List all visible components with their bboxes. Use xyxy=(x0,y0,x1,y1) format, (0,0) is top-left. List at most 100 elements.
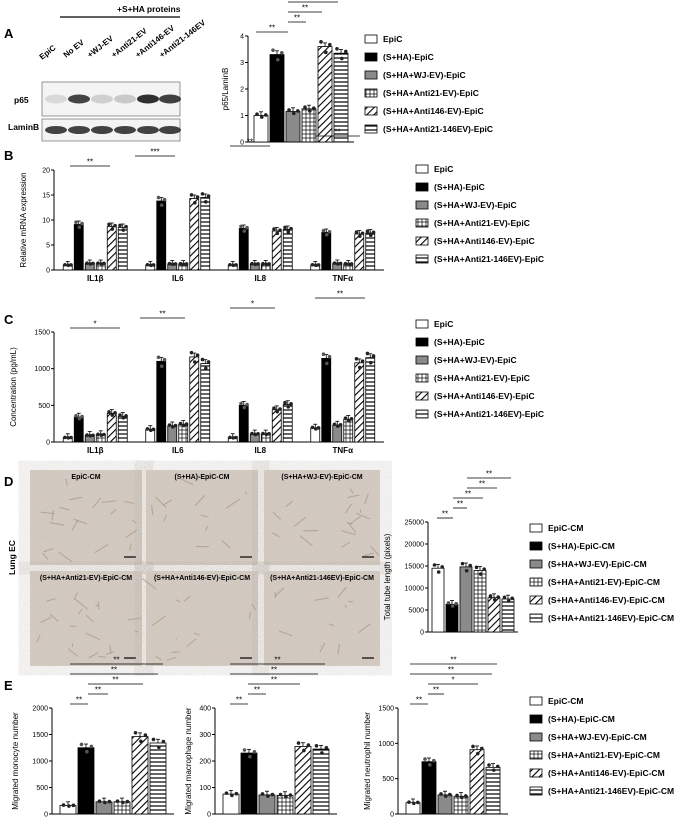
tube-strand xyxy=(125,529,138,538)
data-point xyxy=(319,40,323,44)
data-point xyxy=(200,192,205,196)
sig-mark: ** xyxy=(76,696,82,705)
bar xyxy=(149,742,167,815)
data-point xyxy=(173,423,178,428)
micro-side-label: Lung EC xyxy=(7,540,17,575)
sig-mark: ** xyxy=(294,14,300,23)
legend-swatch xyxy=(529,541,543,551)
data-point xyxy=(71,803,76,808)
bar xyxy=(365,357,376,443)
legend-label: (S+HA+Anti21-146EV)-EpiC-CM xyxy=(548,786,674,796)
data-point xyxy=(99,262,104,266)
data-point xyxy=(156,355,161,360)
legend-label: (S+HA+Anti21-EV)-EpiC xyxy=(434,373,530,383)
bar xyxy=(77,747,95,815)
tube-strand xyxy=(344,503,352,514)
data-point xyxy=(260,115,264,119)
tube-strand xyxy=(110,508,117,515)
data-point xyxy=(253,262,258,267)
y-tick-label: 15000 xyxy=(405,564,425,571)
tube-strand xyxy=(73,518,88,525)
tube-strand xyxy=(71,519,79,531)
y-tick-label: 1 xyxy=(240,113,244,120)
micro-title: EpiC-CM xyxy=(71,474,100,481)
data-point xyxy=(250,431,254,436)
data-point xyxy=(296,109,300,113)
data-point xyxy=(306,743,311,747)
y-tick-label: 4 xyxy=(240,34,244,41)
legend-swatch xyxy=(415,236,429,246)
tube-strand xyxy=(364,493,369,505)
data-point xyxy=(151,427,156,432)
blot-lane-1: No EV xyxy=(62,38,87,60)
legend-swatch xyxy=(364,52,378,62)
legend-swatch xyxy=(529,732,543,742)
micro-texture xyxy=(264,470,380,565)
data-point xyxy=(79,742,84,747)
data-point xyxy=(171,425,175,429)
p65-band xyxy=(45,94,67,104)
tube-strand xyxy=(176,599,181,603)
tube-strand xyxy=(40,616,52,624)
data-point xyxy=(69,435,73,440)
sig-mark: ** xyxy=(236,696,242,705)
data-point xyxy=(369,233,373,238)
data-point xyxy=(272,227,276,231)
tube-strand xyxy=(341,541,351,549)
data-point xyxy=(283,225,287,230)
data-point xyxy=(145,427,150,431)
tube-strand xyxy=(205,525,209,532)
data-point xyxy=(91,261,95,266)
data-point xyxy=(271,48,275,52)
data-point xyxy=(167,423,172,427)
data-point xyxy=(255,112,259,116)
data-point xyxy=(314,744,319,748)
data-point xyxy=(335,46,339,51)
data-point xyxy=(145,262,150,267)
data-point xyxy=(464,794,468,798)
data-point xyxy=(492,768,496,772)
sig-mark: ** xyxy=(479,480,485,489)
data-point xyxy=(88,262,93,266)
data-point xyxy=(289,402,293,406)
y-tick-label: 1000 xyxy=(34,366,50,373)
bar xyxy=(189,356,200,443)
data-point xyxy=(336,262,340,266)
legend-label: (S+HA+WJ-EV)-EpiC xyxy=(434,355,517,365)
chart-B: 0 5 10 15 20 Relative mRNA expression IL1β IL6 I… xyxy=(19,128,384,283)
data-point xyxy=(440,565,445,569)
bar xyxy=(312,748,330,815)
tube-strand xyxy=(129,543,132,551)
data-point xyxy=(182,262,186,267)
data-point xyxy=(321,228,326,233)
data-point xyxy=(189,350,194,355)
data-point xyxy=(354,230,359,234)
tube-strand xyxy=(68,496,83,501)
sig-mark: ** xyxy=(450,656,456,665)
tube-strand xyxy=(141,577,157,590)
laminb-band xyxy=(159,126,181,134)
legend-swatch xyxy=(364,88,378,98)
data-point xyxy=(296,741,301,745)
bar xyxy=(294,746,312,815)
data-point xyxy=(149,428,153,433)
data-point xyxy=(416,800,420,805)
bar xyxy=(437,794,453,815)
legend-swatch xyxy=(415,254,429,264)
data-point xyxy=(448,792,452,797)
y-tick-label: 0 xyxy=(46,440,50,447)
bar xyxy=(222,793,240,815)
data-point xyxy=(292,111,296,116)
tube-strand xyxy=(328,623,335,627)
bar xyxy=(106,412,117,443)
y-tick-label: 0 xyxy=(46,268,50,275)
data-point xyxy=(432,563,437,567)
blot-lane-labels: EpiC No EV +WJ-EV +Anti21-EV +Anti146-EV… xyxy=(38,18,208,62)
tube-strand xyxy=(67,648,79,657)
data-point xyxy=(455,793,459,798)
data-point xyxy=(310,262,315,267)
y-tick-label: 0 xyxy=(44,812,48,819)
tube-strand xyxy=(344,604,347,609)
data-point xyxy=(242,748,247,752)
